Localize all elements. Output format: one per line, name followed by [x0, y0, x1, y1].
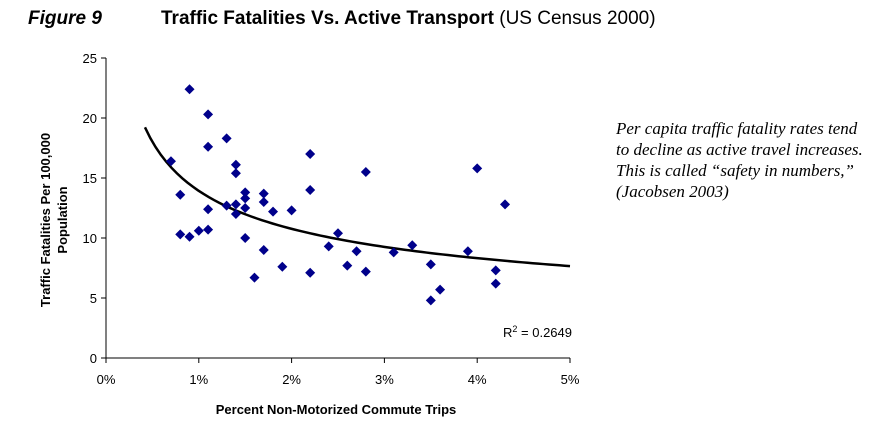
data-point — [425, 259, 436, 270]
data-point — [240, 187, 251, 198]
figure-label: Figure 9 — [28, 8, 102, 29]
data-points — [165, 84, 511, 306]
y-tick-label: 20 — [83, 111, 97, 126]
data-point — [305, 185, 316, 195]
data-point — [175, 229, 186, 240]
data-point — [286, 205, 297, 216]
data-point — [360, 266, 371, 277]
axes — [105, 58, 570, 359]
data-point — [258, 188, 269, 199]
data-point — [472, 163, 483, 174]
data-point — [305, 149, 316, 159]
data-point — [203, 109, 214, 120]
data-point — [203, 204, 214, 215]
r2-label: R2 = 0.2649 — [503, 324, 572, 340]
data-point — [240, 233, 251, 243]
chart-title-main: Traffic Fatalities Vs. Active Transport — [161, 8, 494, 29]
data-point — [240, 203, 251, 213]
data-point — [221, 200, 232, 211]
y-tick-label: 25 — [83, 51, 97, 66]
data-point — [388, 247, 399, 258]
data-point — [230, 159, 241, 170]
y-tick-label: 15 — [83, 171, 97, 186]
data-point — [258, 197, 269, 207]
data-point — [407, 240, 418, 251]
data-point — [490, 278, 501, 289]
y-axis-label-line1: Traffic Fatalities Per 100,000 — [38, 133, 53, 307]
data-point — [184, 84, 195, 95]
data-point — [360, 167, 371, 177]
data-point — [462, 246, 473, 257]
data-point — [165, 156, 176, 167]
data-point — [184, 231, 195, 242]
data-point — [435, 284, 446, 295]
data-point — [425, 295, 436, 306]
data-point — [203, 141, 214, 152]
x-tick-label: 1% — [189, 372, 208, 387]
data-point — [221, 133, 232, 144]
chart-title: Traffic Fatalities Vs. Active Transport … — [161, 8, 656, 30]
x-tick-label: 5% — [561, 372, 580, 387]
data-point — [258, 245, 269, 255]
data-point — [342, 260, 353, 271]
y-tick-label: 10 — [83, 231, 97, 246]
data-point — [249, 272, 260, 283]
data-point — [333, 228, 343, 239]
r2-label-r: R — [503, 325, 512, 340]
x-tick-label: 2% — [282, 372, 301, 387]
x-axis-label: Percent Non-Motorized Commute Trips — [216, 402, 457, 417]
data-point — [268, 206, 279, 217]
r2-label-sup: 2 — [512, 324, 517, 334]
r2-label-value: = 0.2649 — [517, 325, 572, 340]
y-axis-label: Traffic Fatalities Per 100,000 Populatio… — [38, 133, 70, 307]
ticks: 0 5 10 15 20 25 0% 1% 2% 3% 4% 5% — [83, 51, 580, 387]
data-point — [351, 246, 362, 257]
y-tick-label: 5 — [90, 291, 97, 306]
data-point — [240, 193, 251, 204]
data-point — [230, 199, 241, 210]
y-tick-label: 0 — [90, 351, 97, 366]
y-axis-label-line2: Population — [55, 186, 70, 253]
data-point — [203, 224, 214, 235]
x-tick-label: 3% — [375, 372, 394, 387]
x-tick-label: 0% — [97, 372, 116, 387]
data-point — [277, 261, 288, 272]
annotation-note: Per capita traffic fatality rates tend t… — [616, 119, 863, 201]
data-point — [230, 209, 241, 219]
data-point — [230, 168, 241, 179]
chart-title-sub: (US Census 2000) — [499, 8, 656, 29]
x-tick-label: 4% — [468, 372, 487, 387]
data-point — [305, 267, 316, 278]
data-point — [490, 265, 501, 276]
data-point — [175, 189, 186, 200]
data-point — [323, 241, 334, 252]
trendline — [143, 126, 571, 268]
data-point — [500, 199, 511, 210]
data-point — [193, 225, 204, 236]
